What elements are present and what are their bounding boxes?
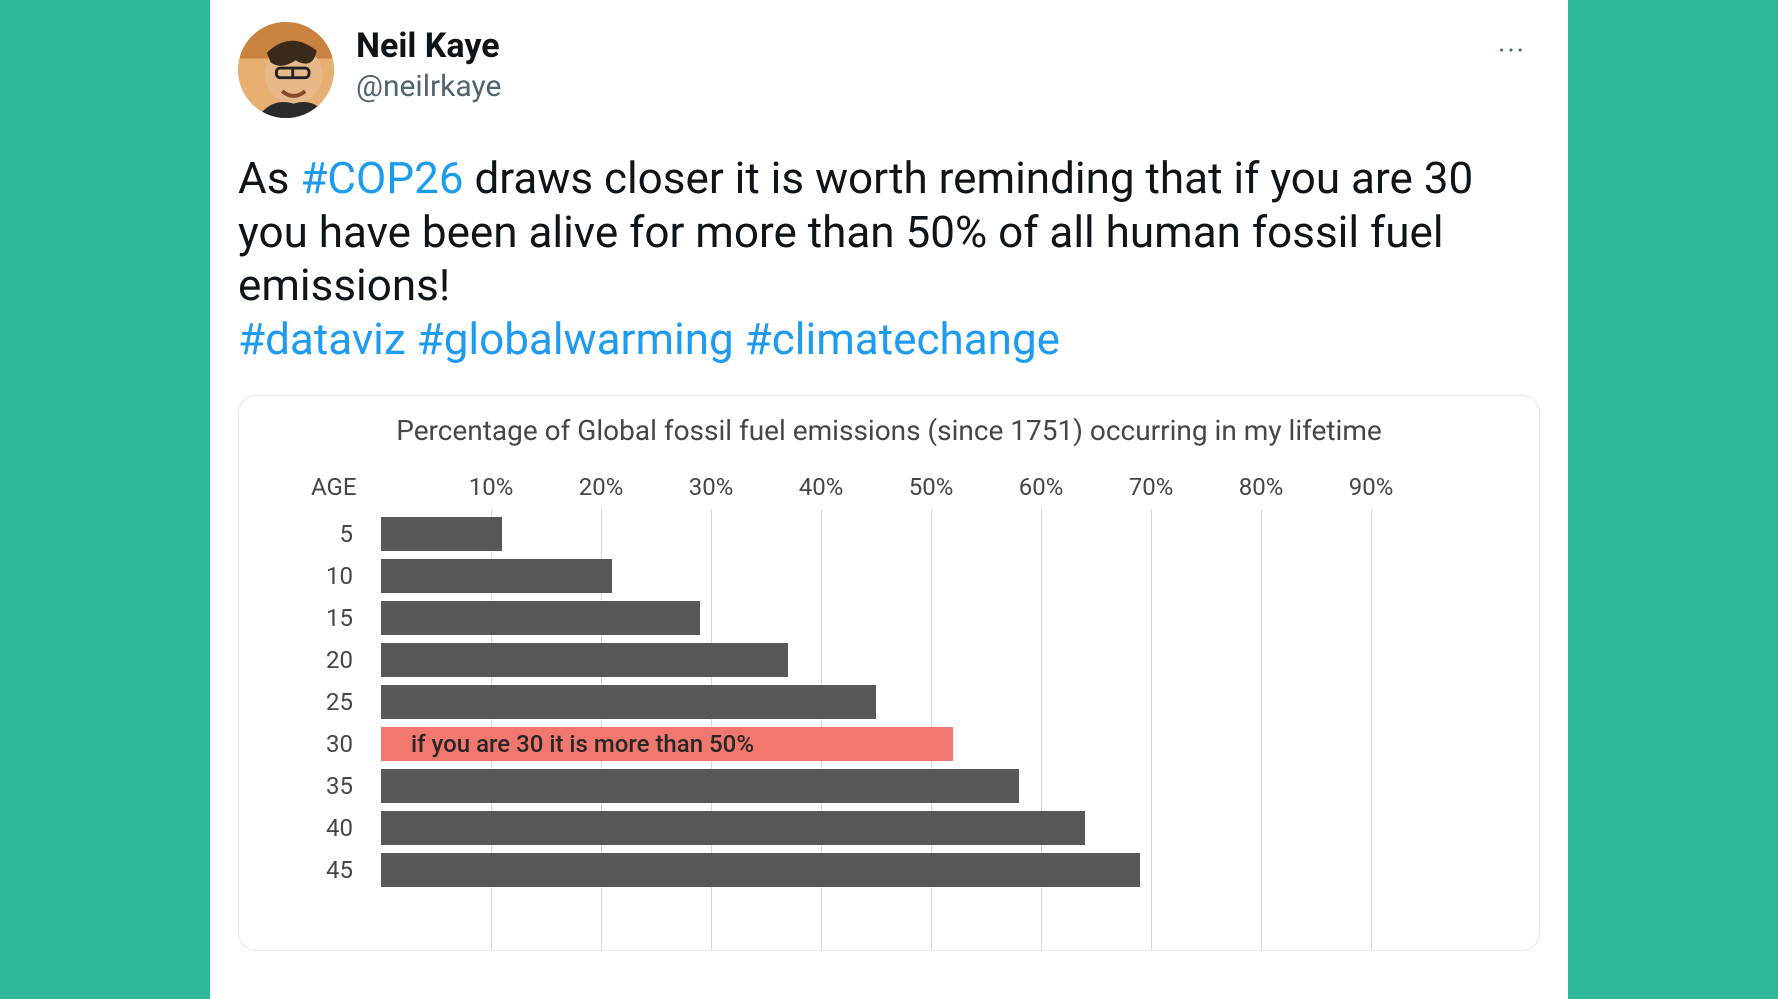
x-tick-label: 50%: [909, 473, 954, 501]
bar-age-label: 5: [340, 520, 372, 548]
author-block: Neil Kaye @neilrkaye: [356, 22, 501, 106]
x-tick-label: 20%: [579, 473, 624, 501]
hashtag[interactable]: #climatechange: [745, 313, 1060, 365]
tweet-text: As #COP26 draws closer it is worth remin…: [238, 152, 1540, 367]
x-tick-label: 30%: [689, 473, 734, 501]
bar-age-label: 30: [326, 730, 371, 758]
bar-row: 25: [261, 683, 1517, 721]
bar-age-label: 10: [326, 562, 371, 590]
bar-age-label: 40: [326, 814, 371, 842]
bar: [381, 643, 788, 677]
tweet-header: Neil Kaye @neilrkaye ···: [238, 22, 1540, 118]
hashtag[interactable]: #globalwarming: [417, 313, 734, 365]
bar-age-label: 45: [326, 856, 371, 884]
x-tick-label: 90%: [1349, 473, 1394, 501]
hashtag[interactable]: #dataviz: [238, 313, 406, 365]
bar-age-label: 20: [326, 646, 371, 674]
bar: [381, 559, 612, 593]
tweet-text-fragment: As: [238, 152, 300, 204]
bar-row: 40: [261, 809, 1517, 847]
bar-row: 15: [261, 599, 1517, 637]
bar: [381, 685, 876, 719]
bar-row: 35: [261, 767, 1517, 805]
x-tick-label: 60%: [1019, 473, 1064, 501]
bar-age-label: 25: [326, 688, 371, 716]
hashtag[interactable]: #COP26: [300, 152, 463, 204]
bar-row: 10: [261, 557, 1517, 595]
avatar-image: [238, 22, 334, 118]
bar-annotation: if you are 30 it is more than 50%: [411, 730, 754, 758]
more-button[interactable]: ···: [1488, 28, 1536, 73]
bar: [381, 517, 502, 551]
author-name[interactable]: Neil Kaye: [356, 26, 501, 67]
chart-plot: AGE 10% 20% 30% 40% 50% 60% 70% 80% 90% 5 10 15 20 25…: [261, 473, 1517, 951]
avatar[interactable]: [238, 22, 334, 118]
bar-row: 20: [261, 641, 1517, 679]
bar-row: 30 if you are 30 it is more than 50%: [261, 725, 1517, 763]
x-tick-label: 10%: [469, 473, 514, 501]
bar-row: 45: [261, 851, 1517, 889]
tweet-card: Neil Kaye @neilrkaye ··· As #COP26 draws…: [210, 0, 1568, 999]
axis-header-age: AGE: [311, 473, 357, 501]
bar-age-label: 35: [326, 772, 371, 800]
x-tick-label: 70%: [1129, 473, 1174, 501]
tweet-text-fragment: [406, 313, 417, 365]
bar-age-label: 15: [326, 604, 371, 632]
bar: [381, 811, 1085, 845]
chart-container: Percentage of Global fossil fuel emissio…: [238, 395, 1540, 951]
bar: [381, 769, 1019, 803]
x-tick-label: 40%: [799, 473, 844, 501]
bar: [381, 601, 700, 635]
bar: [381, 853, 1140, 887]
author-handle[interactable]: @neilrkaye: [356, 67, 501, 106]
chart-title: Percentage of Global fossil fuel emissio…: [261, 414, 1517, 447]
x-tick-label: 80%: [1239, 473, 1284, 501]
bar-row: 5: [261, 515, 1517, 553]
tweet-text-fragment: [734, 313, 745, 365]
